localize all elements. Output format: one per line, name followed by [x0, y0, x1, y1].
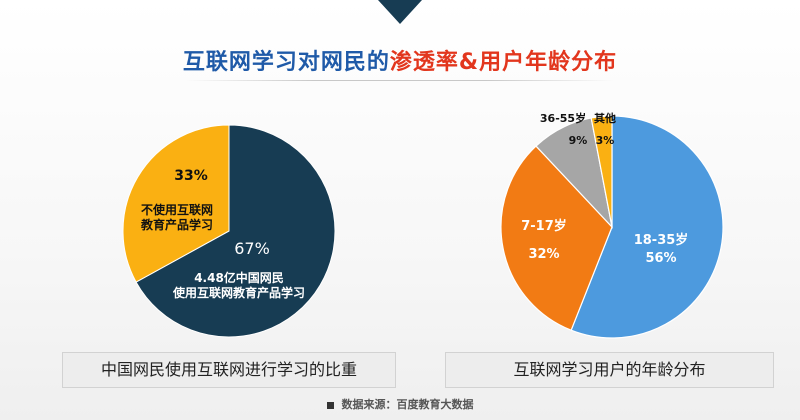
pie-slice-users	[135, 124, 336, 338]
pie-slice-7-17	[500, 145, 613, 331]
data-source-note: 数据来源：百度教育大数据	[0, 396, 800, 412]
slice-name-label: 7-17岁	[521, 218, 567, 234]
slice-name-label: 教育产品学习	[140, 217, 213, 232]
pie-slice-18-35	[570, 115, 724, 339]
page-title: 互联网学习对网民的渗透率&用户年龄分布	[0, 44, 800, 76]
data-source-text: 数据来源：百度教育大数据	[341, 398, 474, 411]
slice-percent-label: 3%	[596, 134, 615, 147]
slice-name-label: 不使用互联网	[141, 202, 213, 217]
title-divider	[185, 80, 615, 81]
top-notch-decoration	[378, 0, 422, 24]
pie-slice-other	[590, 115, 613, 228]
slice-percent-label: 9%	[569, 134, 588, 147]
slice-name-label: 其他	[594, 111, 616, 125]
slice-percent-label: 32%	[528, 247, 559, 262]
title-part-1: 互联网学习对网民的	[182, 50, 390, 75]
slice-name-label: 36-55岁	[540, 111, 586, 125]
pie-slice-non-users	[122, 124, 230, 283]
slice-percent-label: 33%	[174, 168, 208, 184]
chart-caption-left: 中国网民使用互联网进行学习的比重	[62, 352, 396, 388]
slice-name-label: 4.48亿中国网民	[194, 270, 284, 285]
slice-name-label: 18-35岁	[634, 232, 689, 248]
chart-caption-right: 互联网学习用户的年龄分布	[445, 352, 774, 388]
slice-percent-label: 67%	[234, 239, 270, 258]
slice-percent-label: 56%	[645, 251, 676, 266]
title-part-2: 渗透率&用户年龄分布	[389, 50, 618, 75]
bullet-square-icon	[326, 401, 334, 409]
slice-name-label: 使用互联网教育产品学习	[172, 285, 305, 300]
